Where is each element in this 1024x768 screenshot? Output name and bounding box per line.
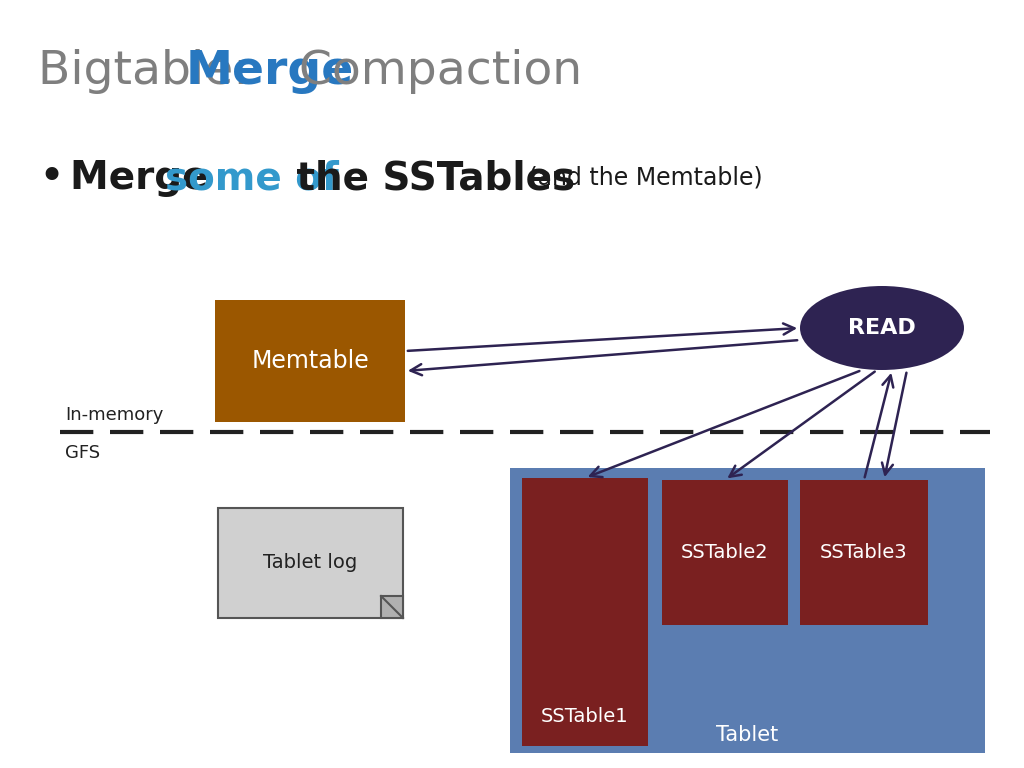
Text: GFS: GFS (65, 444, 100, 462)
Text: the SSTables: the SSTables (283, 159, 575, 197)
Text: SSTable3: SSTable3 (820, 543, 908, 562)
Ellipse shape (800, 286, 964, 370)
Text: Memtable: Memtable (251, 349, 369, 373)
Text: Tablet log: Tablet log (263, 554, 357, 572)
Bar (522, 478, 648, 746)
Text: Compaction: Compaction (284, 49, 582, 94)
Text: In-memory: In-memory (65, 406, 164, 424)
Bar (662, 480, 788, 625)
Text: (and the Memtable): (and the Memtable) (521, 166, 763, 190)
Text: •: • (38, 157, 65, 200)
Bar (800, 480, 928, 625)
Text: Bigtable:: Bigtable: (38, 49, 264, 94)
Text: SSTable1: SSTable1 (542, 707, 629, 726)
Text: Tablet: Tablet (717, 725, 778, 745)
Text: Merge: Merge (70, 159, 222, 197)
Bar (510, 468, 985, 753)
Text: Merge: Merge (186, 49, 354, 94)
Polygon shape (381, 596, 403, 618)
Text: some of: some of (165, 159, 339, 197)
Text: READ: READ (848, 318, 915, 338)
Bar (218, 508, 403, 618)
Text: SSTable2: SSTable2 (681, 543, 769, 562)
Bar (215, 300, 406, 422)
